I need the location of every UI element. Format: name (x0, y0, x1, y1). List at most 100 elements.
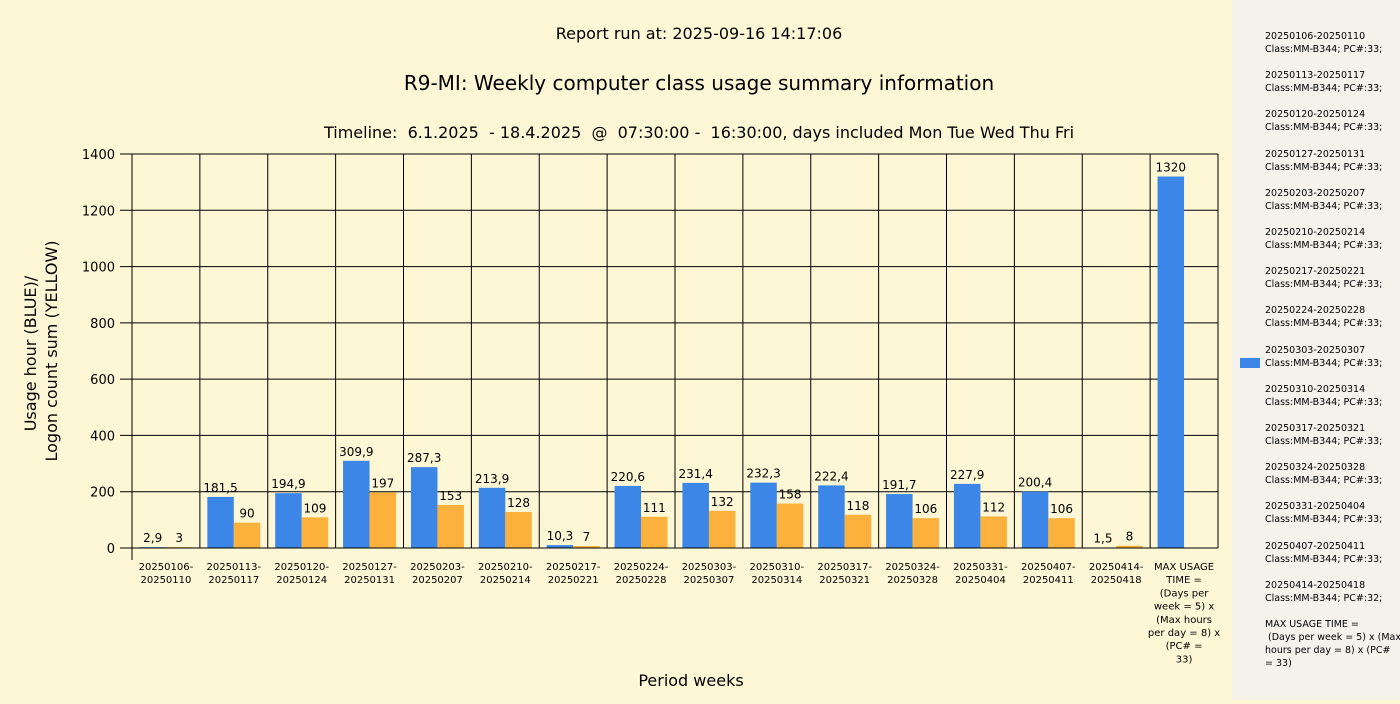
x-tick-label-line: 33) (1176, 654, 1193, 665)
bar-logon-count (980, 516, 1007, 548)
y-tick-label: 600 (90, 373, 115, 388)
legend-entry-line: 20250210-20250214 (1265, 227, 1366, 238)
legend-entry-line: Class:MM-B344; PC#:33; (1265, 396, 1383, 408)
x-tick-label-line: week = 5) x (1154, 602, 1214, 613)
legend-entry-line: 20250203-20250207 (1265, 187, 1366, 199)
legend-entry-line: 20250310-20250314 (1265, 383, 1366, 395)
label-layer: 2,9 181,5 194,9 309,9 287,3 213,9 10,3 220,6 231… (143, 161, 1186, 546)
legend-entry-line: Class:MM-B344; PC#:33; (1265, 122, 1383, 134)
bar-logon-count (776, 503, 804, 548)
y-tick-label: 1400 (82, 148, 115, 163)
legend-entry: 20250303-20250307 Class:MM-B344; PC#:33; (1265, 344, 1397, 370)
x-tick-label-line: 20250207 (412, 575, 463, 586)
bar-logon-count (641, 516, 668, 548)
x-tick-label-line: 20250228 (616, 575, 667, 586)
bar-usage-hours (614, 485, 642, 548)
x-tick-label: 20250127- 20250131 (342, 562, 397, 586)
x-tick-label-line: 20250407- (1021, 562, 1076, 573)
legend-entry-line: 20250331-20250404 (1265, 501, 1366, 513)
x-tick-label: MAX USAGE TIME = (Days per week = 5) x (Max … (1148, 562, 1220, 665)
x-tick-label: 20250310- 20250314 (750, 562, 805, 586)
data-label-logon: 111 (643, 501, 666, 515)
data-label-usage: 2,9 (143, 531, 162, 545)
y-axis-title-line-2: Logon count sum (YELLOW) (42, 240, 61, 461)
x-tick-label-line: 20250414- (1089, 562, 1144, 573)
legend-entry-line: 20250120-20250124 (1265, 109, 1366, 121)
data-label-usage: 231,4 (679, 467, 713, 481)
x-tick-label: 20250407- 20250411 (1021, 562, 1076, 586)
data-label-logon: 90 (239, 507, 254, 521)
legend-entry-line: 20250407-20250411 (1265, 540, 1366, 552)
x-tick-label-line: 20250127- (342, 562, 397, 573)
data-label-logon: 109 (303, 501, 326, 515)
data-label-usage: 191,7 (882, 478, 916, 492)
legend-entry-line: Class:MM-B344; PC#:33; (1265, 553, 1383, 565)
x-tick-label-line: 20250113- (207, 562, 262, 573)
legend-entry-line: Class:MM-B344; PC#:33; (1265, 83, 1383, 95)
y-tick-label: 200 (90, 486, 115, 501)
legend-entry: 20250106-20250110 Class:MM-B344; PC#:33; (1265, 30, 1397, 56)
legend-entry: 20250127-20250131 Class:MM-B344; PC#:33; (1265, 148, 1397, 174)
data-label-logon: 158 (779, 488, 802, 502)
legend-entry-line: = 33) (1265, 658, 1292, 669)
data-label-usage: 220,6 (611, 470, 645, 484)
legend-entry-line: Class:MM-B344; PC#:33; (1265, 44, 1383, 55)
bar-usage-hours (546, 545, 574, 548)
x-tick-label: 20250106- 20250110 (139, 562, 194, 586)
x-tick-label-line: 20250106- (139, 562, 194, 573)
legend-entry-line: Class:MM-B344; PC#:33; (1265, 514, 1383, 526)
bar-usage-hours (410, 467, 438, 548)
data-label-usage: 222,4 (814, 469, 848, 483)
x-tick-label-line: 20250321 (819, 575, 870, 586)
legend-entry-line: Class:MM-B344; PC#:33; (1265, 357, 1383, 369)
legend-entry: 20250224-20250228 Class:MM-B344; PC#:33; (1265, 304, 1397, 330)
x-axis-title: Period weeks (638, 671, 743, 690)
bar-logon-count (912, 518, 940, 548)
bar-logon-count (369, 492, 397, 548)
x-tick-label: 20250324- 20250328 (885, 562, 940, 586)
x-tick-label: 20250217- 20250221 (546, 562, 601, 586)
x-tick-label-line: 20250110 (140, 575, 191, 586)
y-axis-title-line-1: Usage hour (BLUE)/ (21, 275, 40, 431)
x-tick-label-line: 20250404 (955, 575, 1006, 586)
bar-usage-hours (275, 493, 302, 548)
data-label-logon: 106 (1050, 502, 1073, 516)
legend-entry: 20250210-20250214 Class:MM-B344; PC#:33; (1265, 226, 1397, 252)
legend-entry-line: 20250224-20250228 (1265, 305, 1366, 317)
legend-entry: 20250120-20250124 Class:MM-B344; PC#:33; (1265, 108, 1397, 134)
x-tick-label-line: 20250303- (682, 562, 737, 573)
bar-usage-hours (818, 485, 845, 548)
legend-entry-line: 20250106-20250110 (1265, 31, 1366, 42)
chart-area: Report run at: 2025-09-16 14:17:06 R9-MI… (21, 24, 1220, 690)
legend-entry-line: 20250113-20250117 (1265, 70, 1366, 82)
y-tick-label: 1200 (82, 204, 115, 219)
data-label-usage: 227,9 (950, 468, 984, 482)
data-label-usage: 213,9 (475, 472, 509, 486)
x-tick-label-line: (Max hours (1156, 615, 1212, 626)
grid-layer (120, 153, 1219, 549)
data-label-usage: 200,4 (1018, 476, 1052, 490)
legend-swatch (1240, 357, 1260, 368)
x-tick-label-line: (Days per (1160, 588, 1210, 599)
x-tick-label-line: 20250203- (410, 562, 465, 573)
bar-layer (139, 176, 1185, 549)
legend-entry: 20250407-20250411 Class:MM-B344; PC#:33; (1265, 540, 1397, 566)
bar-logon-count (301, 517, 329, 548)
bar-logon-count (233, 522, 261, 548)
legend-entry-line: Class:MM-B344; PC#:33; (1265, 436, 1383, 447)
data-label-usage: 10,3 (547, 529, 574, 543)
legend-entry-line: Class:MM-B344; PC#:33; (1265, 200, 1383, 212)
x-tick-label: 20250224- 20250228 (614, 562, 669, 586)
legend-entry: 20250310-20250314 Class:MM-B344; PC#:33; (1265, 383, 1397, 409)
y-axis-title: Usage hour (BLUE)/ Logon count sum (YELL… (21, 240, 61, 461)
legend-entry-line: Class:MM-B344; PC#:33; (1265, 161, 1383, 173)
x-tick-label-line: 20250328 (887, 575, 938, 586)
bar-usage-hours (478, 487, 506, 548)
data-label-usage: 232,3 (746, 467, 780, 481)
x-tick-label-line: 20250314 (751, 575, 802, 586)
bar-logon-count (573, 546, 600, 548)
data-label-usage: 181,5 (203, 481, 237, 495)
data-label-logon: 197 (371, 477, 394, 491)
x-tick-label-line: 20250324- (885, 562, 940, 573)
bar-usage-hours (1021, 491, 1049, 548)
